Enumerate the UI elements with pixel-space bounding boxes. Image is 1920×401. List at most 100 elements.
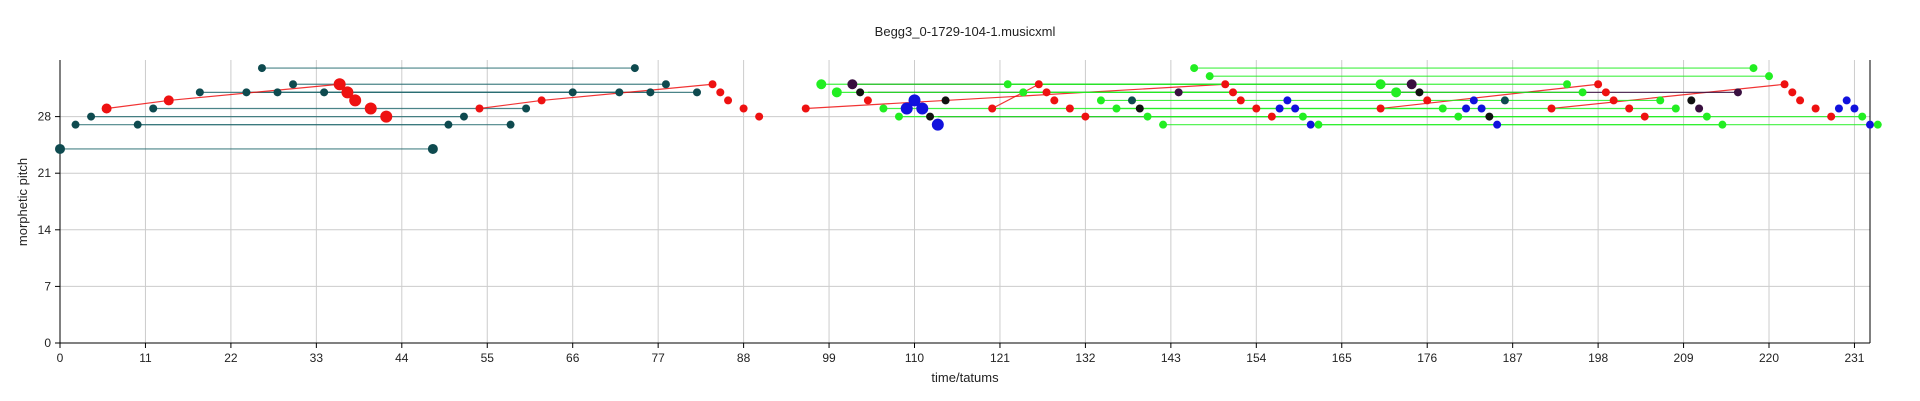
data-point <box>900 102 913 115</box>
data-point <box>1640 112 1649 121</box>
data-point <box>1749 64 1758 73</box>
data-point <box>1283 96 1292 105</box>
data-point <box>879 104 888 113</box>
data-point <box>1563 80 1572 89</box>
data-point <box>1477 104 1486 113</box>
data-point <box>71 120 80 129</box>
data-point <box>257 64 266 73</box>
data-point <box>1406 79 1417 90</box>
chart-title: Begg3_0-1729-104-1.musicxml <box>875 24 1056 39</box>
data-point <box>1081 112 1090 121</box>
data-point <box>661 80 670 89</box>
data-point <box>1112 104 1121 113</box>
connection-line <box>541 83 713 102</box>
data-point <box>341 86 354 99</box>
data-point <box>1003 80 1012 89</box>
data-point <box>1229 88 1238 97</box>
data-point <box>1578 88 1587 97</box>
data-point <box>1034 80 1043 89</box>
data-point <box>926 112 935 121</box>
axes: 0 11 22 33 44 55 66 77 88 99 110 121 132 143 154 165 176… <box>38 60 1871 365</box>
data-point <box>1423 96 1432 105</box>
connection-line <box>1551 83 1785 110</box>
data-point <box>1702 112 1711 121</box>
x-tick-label: 0 <box>57 351 64 365</box>
data-point <box>1174 88 1183 97</box>
data-point <box>630 64 639 73</box>
data-point <box>1687 96 1696 105</box>
data-point <box>195 88 204 97</box>
data-point <box>831 87 842 98</box>
data-point <box>1850 104 1859 113</box>
data-point <box>1780 80 1789 89</box>
x-tick-label: 88 <box>737 351 751 365</box>
data-point <box>1625 104 1634 113</box>
connection-line <box>168 83 340 102</box>
data-point <box>522 104 531 113</box>
data-point <box>1493 120 1502 129</box>
x-tick-label: 22 <box>224 351 238 365</box>
data-point <box>333 78 346 91</box>
data-point <box>1609 96 1618 105</box>
data-point <box>615 88 624 97</box>
data-point <box>1438 104 1447 113</box>
x-axis-label: time/tatums <box>931 370 999 385</box>
data-point <box>1469 96 1478 105</box>
data-point <box>273 88 282 97</box>
data-point <box>1221 80 1230 89</box>
data-point <box>1375 79 1386 90</box>
data-point <box>1376 104 1385 113</box>
grid <box>59 60 1870 344</box>
x-tick-label: 121 <box>990 351 1010 365</box>
data-point <box>1866 120 1874 129</box>
data-point <box>1788 88 1797 97</box>
data-point <box>163 95 174 106</box>
data-point <box>349 94 362 107</box>
data-point <box>242 88 251 97</box>
data-point <box>537 96 546 105</box>
data-point <box>1135 104 1144 113</box>
x-tick-label: 220 <box>1759 351 1779 365</box>
data-point <box>1205 72 1214 81</box>
x-tick-label: 110 <box>905 351 924 365</box>
data-point <box>692 88 701 97</box>
x-tick-label: 132 <box>1075 351 1095 365</box>
data-point <box>1291 104 1300 113</box>
data-point <box>646 88 655 97</box>
data-point <box>1462 104 1471 113</box>
x-tick-label: 165 <box>1332 351 1352 365</box>
data-point <box>755 112 764 121</box>
x-tick-label: 176 <box>1417 351 1437 365</box>
data-point <box>459 112 468 121</box>
data-point <box>1601 88 1610 97</box>
data-point <box>1190 64 1199 73</box>
data-point <box>1415 88 1424 97</box>
data-point <box>1454 112 1463 121</box>
x-tick-label: 66 <box>566 351 580 365</box>
connection-line <box>1380 83 1599 110</box>
x-tick-label: 231 <box>1844 351 1864 365</box>
data-point <box>1128 96 1137 105</box>
data-point <box>289 80 298 89</box>
y-axis-label: morphetic pitch <box>15 158 30 246</box>
data-point <box>320 88 329 97</box>
data-points <box>55 64 1882 154</box>
data-point <box>1252 104 1261 113</box>
connection-line <box>991 83 1040 110</box>
connection-line <box>479 99 542 110</box>
data-point <box>1811 104 1820 113</box>
data-point <box>1019 88 1028 97</box>
data-point <box>1143 112 1152 121</box>
data-point <box>1485 112 1494 121</box>
data-point <box>1065 104 1074 113</box>
data-point <box>1834 104 1843 113</box>
data-point <box>475 104 484 113</box>
connections <box>60 67 1878 150</box>
data-point <box>1656 96 1665 105</box>
data-point <box>427 143 438 154</box>
data-point <box>1695 104 1704 113</box>
x-tick-label: 77 <box>651 351 665 365</box>
data-point <box>568 88 577 97</box>
